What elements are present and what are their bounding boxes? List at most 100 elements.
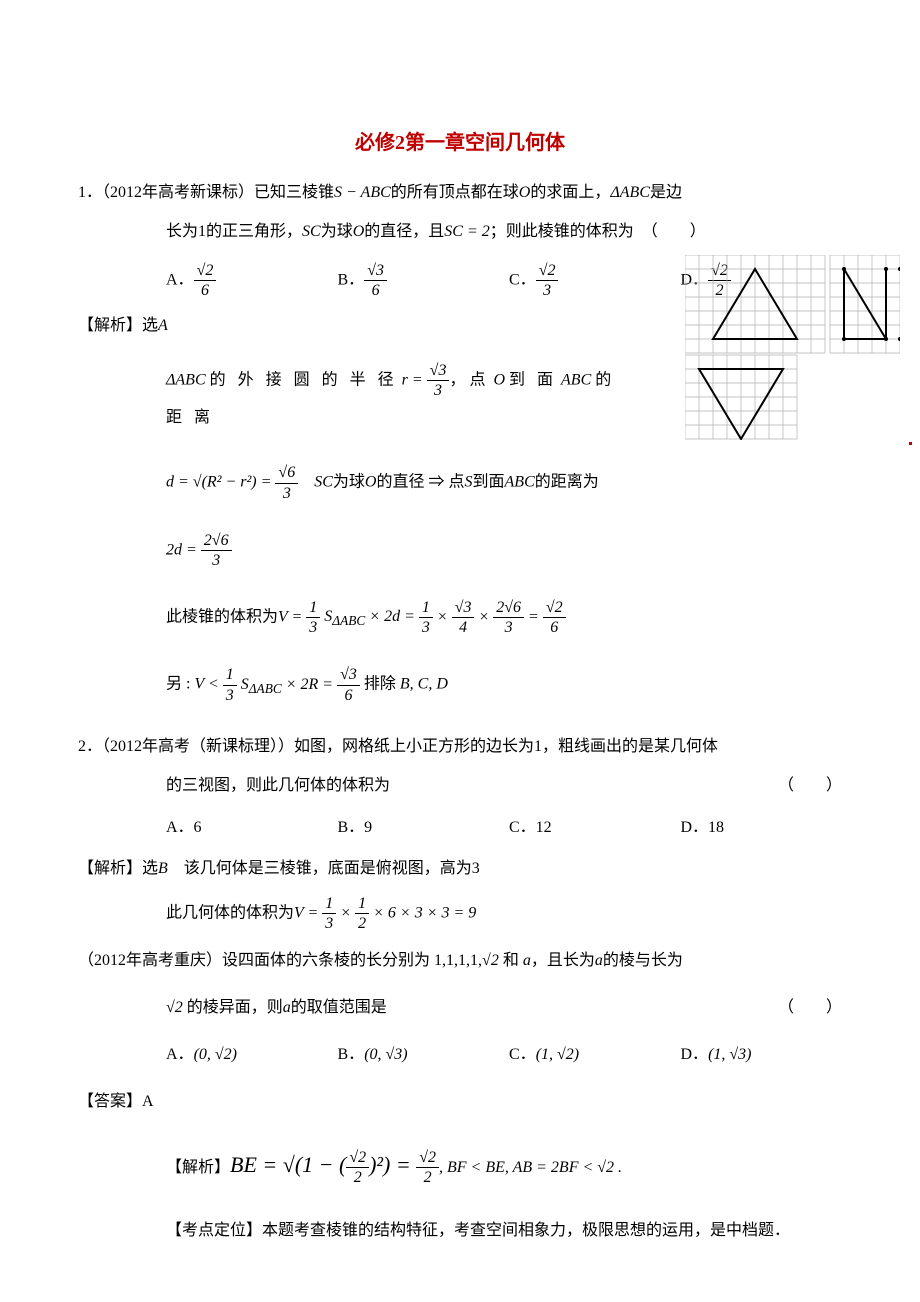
p2-paren: （ ） [778,772,842,801]
p3-t1a: 设四面体的六条棱的长分别为 1,1,1,1, [222,952,482,969]
p3-point-text: 本题考查棱锥的结构特征，考查空间相象力，极限思想的运用，是中档题． [262,1222,790,1239]
p1-t1g: 是边 [650,184,682,201]
s1-l5-f2: √36 [337,665,360,704]
p3-b-label: B． [338,1046,365,1063]
p2-sol-ans: B [158,860,168,877]
s1-l2d: 的直径 [376,474,424,491]
s1-d-eq: d = √(R² − r²) = [166,474,275,491]
s1-r-eq: r = [402,371,423,388]
p1-O1: O [519,184,531,201]
p3-point-label: 【考点定位】 [166,1222,262,1239]
option-c: C．√23 [509,261,671,300]
s1-r-frac: √33 [427,361,450,400]
s1-2d: 2d = [166,541,201,558]
sol2-line1: 此几何体的体积为V = 13 × 12 × 6 × 3 × 3 = 9 [78,894,842,933]
sol3-line1: 【解析】BE = √(1 − (√22)²) = √22, BF < BE, A… [78,1141,842,1189]
s2-rest: × 6 × 3 × 3 = 9 [369,904,476,921]
s2-f1: 13 [322,894,336,933]
p3-sqrt2-1: √2 [482,952,499,969]
s1-V: V = [278,608,306,625]
s1-l2e: 点 [449,474,465,491]
red-dot-marker [909,442,912,445]
s1-dabc: ΔABC [166,371,206,388]
p1-t2g: ；则此棱锥的体积为 （ ） [490,223,706,240]
p3-t1b: 和 [503,952,519,969]
s1-x2: × [474,608,493,625]
s1-x1: × [433,608,452,625]
p1-t1e: 的求面上， [530,184,610,201]
s1-sabc: SΔABC × 2d = [320,608,419,625]
problem-3-answer: 【答案】A [78,1088,842,1117]
s1-O2: O [365,474,377,491]
p2-opt-b: B．9 [338,814,500,843]
sol-label: 【解析】选 [78,317,158,334]
page-title: 必修2第一章空间几何体 [78,125,842,161]
s2-l1: 此几何体的体积为 [166,904,294,921]
p3-opt-d: D．(1, √3) [681,1041,843,1070]
p3-b-val: (0, √3) [364,1046,407,1063]
p3-a3: a [283,999,291,1016]
s1-sc: SC [314,474,333,491]
s1-V-f5: √26 [543,598,566,637]
opt-a-label: A． [166,271,194,288]
s1-l2i: 的距离为 [535,474,599,491]
grid-svg [685,255,900,440]
problem-2-solution-label: 【解析】选B 该几何体是三棱锥，底面是俯视图，高为3 [78,855,842,884]
problem-2-text: 2．（2012年高考（新课标理））如图，网格纸上小正方形的边长为1，粗线画出的是… [78,733,842,762]
s3-f1: √22 [346,1148,369,1187]
s1-l5b: 排除 [364,676,396,693]
sol1-line4: 此棱锥的体积为V = 13 SΔABC × 2d = 13 × √34 × 2√… [78,598,842,637]
opt-a-frac: √26 [194,261,217,300]
p3-t1d: ，且长为 [531,952,595,969]
p2-source: （2012年高考（新课标理）） [102,738,294,755]
s1-l1b: 的 外 接 圆 的 半 径 [210,371,398,388]
s1-s2r: SΔABC × 2R = [237,676,337,693]
p3-t1f: 的棱与长为 [603,952,683,969]
p1-t1a: 已知三棱锥 [254,184,334,201]
s1-bcd: B, C, D [400,676,448,693]
s1-O: O [493,371,505,388]
p1-t2e: 的直径，且 [364,223,444,240]
p3-a-val: (0, √2) [194,1046,237,1063]
p2-sol-text: 该几何体是三棱锥，底面是俯视图，高为3 [168,860,480,877]
s2-f2: 12 [355,894,369,933]
p1-t1c: 的所有顶点都在球 [391,184,519,201]
p3-paren: （ ） [778,994,842,1023]
p3-d-val: (1, √3) [708,1046,751,1063]
s1-V-f3: √34 [452,598,475,637]
opt-c-frac: √23 [536,261,559,300]
problem-2-options: A．6 B．9 C．12 D．18 [78,814,842,843]
s3-f2: √22 [416,1148,439,1187]
problem-2: 2．（2012年高考（新课标理））如图，网格纸上小正方形的边长为1，粗线画出的是… [78,733,842,934]
p2-opt-a: A．6 [166,814,328,843]
problem-3: （2012年高考重庆）设四面体的六条棱的长分别为 1,1,1,1,√2 和 a ，… [78,947,842,1245]
p3-d-label: D． [681,1046,709,1063]
problem-1-source: （2012年高考新课标） [102,184,254,201]
p3-a-label: A． [166,1046,194,1063]
p2-t1: 如图，网格纸上小正方形的边长为1，粗线画出的是某几何体 [294,738,718,755]
p2-opt-c: C．12 [509,814,671,843]
s1-l2b: 为球 [333,474,365,491]
p3-t2a: 的棱异面，则 [187,999,283,1016]
p2-opt-d: D．18 [681,814,843,843]
p1-expr-sabc: S − ABC [334,184,391,201]
problem-3-point: 【考点定位】本题考查棱锥的结构特征，考查空间相象力，极限思想的运用，是中档题． [78,1217,842,1246]
s1-l1e: 到 面 [509,371,557,388]
opt-b-frac: √36 [364,261,387,300]
p3-source: （2012年高考重庆） [78,952,222,969]
s3-eq2: )²) = [369,1152,416,1177]
p3-sol-label: 【解析】 [166,1159,230,1176]
option-a: A．√26 [166,261,328,300]
p2-num: 2． [78,738,102,755]
p1-sc2: SC = 2 [444,223,489,240]
problem-1-number: 1． [78,184,102,201]
p3-opt-a: A．(0, √2) [166,1041,328,1070]
option-b: B．√36 [338,261,500,300]
s1-abc: ABC [561,371,591,388]
p3-c-label: C． [509,1046,536,1063]
s1-S: S [465,474,473,491]
three-view-figure [685,255,900,451]
p1-t2c: 为球 [321,223,353,240]
problem-1-text2: 长为1的正三角形，SC为球O的直径，且SC = 2；则此棱锥的体积为 （ ） [78,218,842,247]
s1-V-f2: 13 [419,598,433,637]
